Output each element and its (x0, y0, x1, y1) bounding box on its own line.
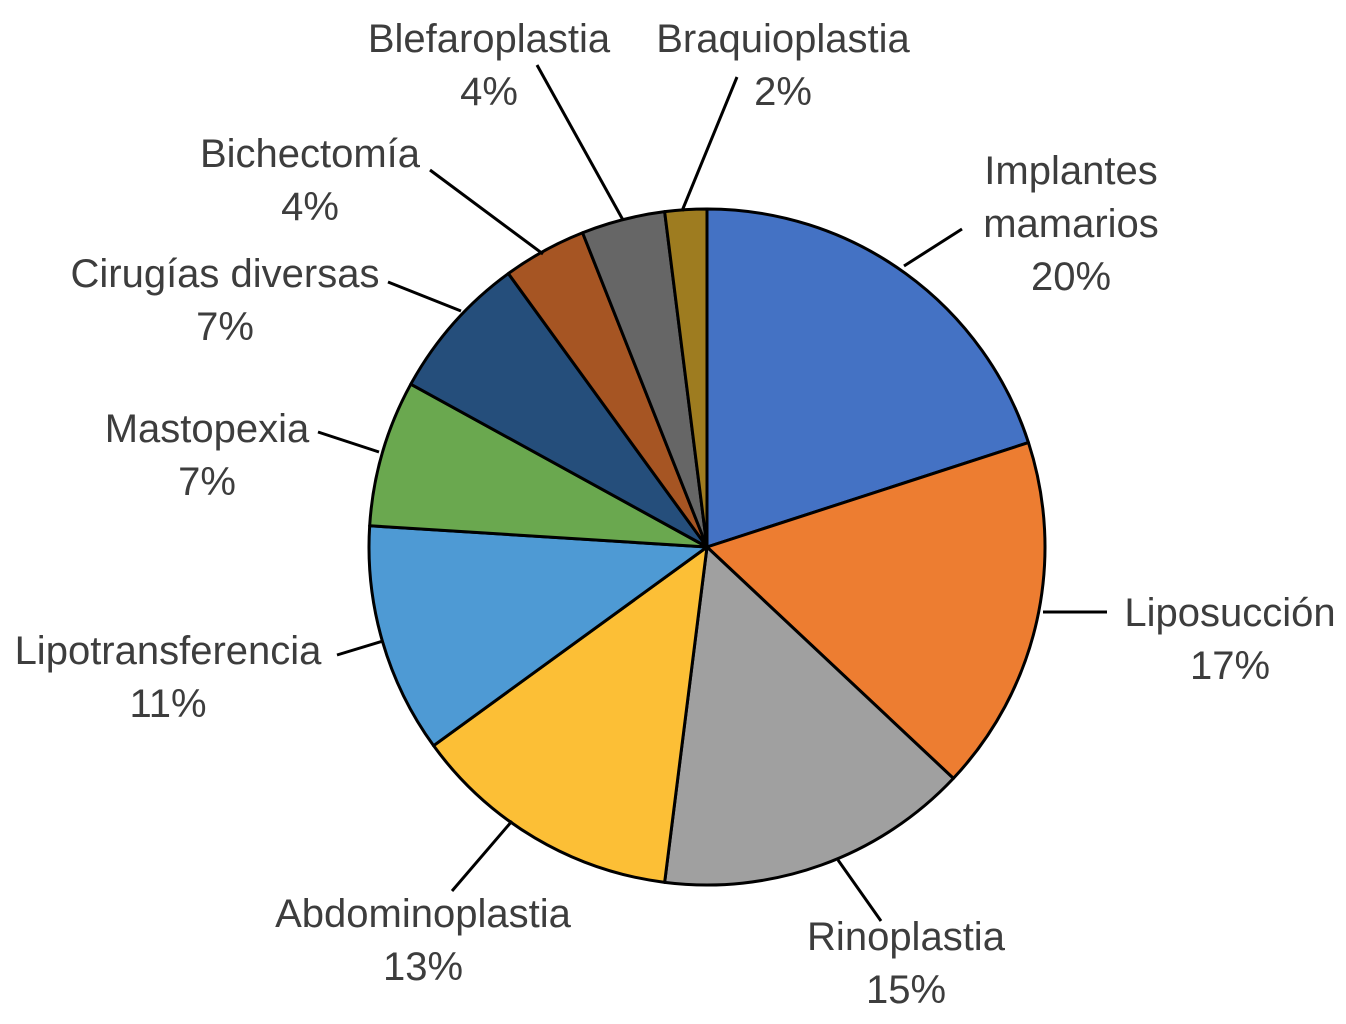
slice-label-text: Braquioplastia (656, 17, 910, 62)
slice-label-pct: 2% (754, 70, 812, 114)
slice-label-lipotransferencia: Lipotransferencia 11% (0, 625, 378, 731)
slice-label-text: Abdominoplastia (275, 892, 571, 937)
pie-slices (367, 207, 1047, 887)
slice-label-pct: 7% (196, 305, 254, 349)
slice-label-pct: 7% (178, 460, 236, 504)
slice-label-cirugias-diversas: Cirugías diversas 7% (15, 248, 435, 354)
slice-label-braquioplastia: Braquioplastia 2% (603, 13, 963, 119)
slice-label-rinoplastia: Rinoplastia 15% (706, 911, 1106, 1017)
pie-slice-0 (705, 207, 1030, 549)
leader-line-rinoplastia (836, 859, 883, 922)
slice-label-text: Bichectomía (199, 132, 421, 177)
leader-line-blefaroplastia (535, 64, 625, 221)
slice-label-pct: 4% (281, 185, 339, 229)
leader-line-lipotransferencia (336, 639, 384, 657)
slice-label-text: Mastopexia (104, 407, 310, 452)
slice-label-pct: 4% (460, 70, 518, 114)
slice-label-implantes-mamarios: Implantes mamarios 20% (946, 145, 1196, 303)
leader-line-mastopexia (317, 430, 380, 454)
slice-label-pct: 15% (865, 968, 947, 1012)
pie-slice-1 (705, 441, 1047, 780)
slice-label-text: Lipotransferencia (14, 629, 322, 674)
slice-label-text: Cirugías diversas (70, 252, 380, 297)
leader-line-bichectomia (429, 168, 544, 256)
slice-label-text: Rinoplastia (807, 915, 1005, 960)
leader-lines (317, 64, 1107, 922)
pie-slice-9 (663, 207, 709, 549)
slice-label-pct: 20% (1030, 254, 1112, 299)
pie-slice-3 (432, 545, 709, 884)
slice-label-liposuccion: Liposucción 17% (1030, 587, 1346, 693)
slice-label-pct: 11% (129, 682, 207, 726)
slice-label-mastopexia: Mastopexia 7% (17, 403, 397, 509)
leader-line-abdominoplastia (450, 820, 514, 892)
slice-label-bichectomia: Bichectomía 4% (130, 128, 490, 234)
slice-label-text: Liposucción (1124, 591, 1336, 636)
pie-slice-6 (409, 272, 709, 549)
slice-label-abdominoplastia: Abdominoplastia 13% (213, 888, 633, 994)
slice-label-text: Blefaroplastia (367, 17, 611, 62)
leader-line-implantes-mamarios (903, 227, 963, 268)
slice-label-pct: 13% (382, 945, 464, 989)
leader-line-braquioplastia (680, 76, 739, 212)
slice-label-text: Implantes mamarios (983, 148, 1159, 246)
pie-slice-5 (368, 382, 709, 549)
slice-label-blefaroplastia: Blefaroplastia 4% (309, 13, 669, 119)
pie-slice-2 (663, 545, 955, 887)
leader-line-cirugias-diversas (387, 280, 462, 313)
slice-label-pct: 17% (1189, 644, 1271, 688)
